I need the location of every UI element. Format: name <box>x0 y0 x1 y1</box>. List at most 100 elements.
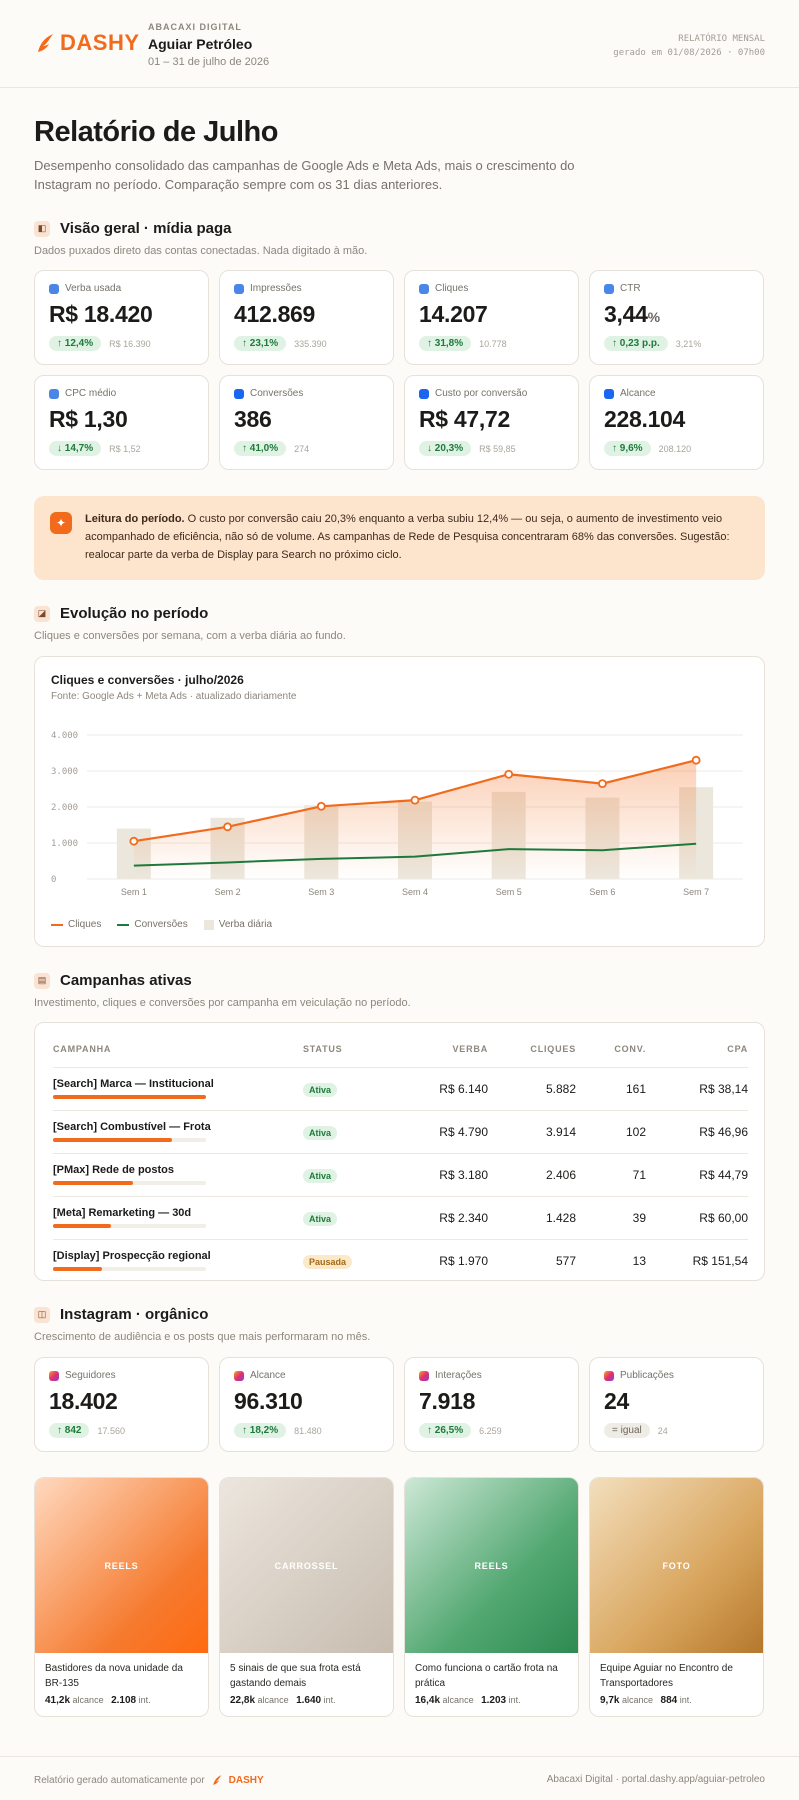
kpi-delta-badge: = igual <box>604 1423 650 1438</box>
kpi-label: Impressões <box>250 283 302 294</box>
kpi-value: R$ 47,72 <box>419 406 510 432</box>
kpi-previous: R$ 1,52 <box>109 443 141 454</box>
generated-at: gerado em 01/08/2026 · 07h00 <box>613 48 765 58</box>
kpi-value: 7.918 <box>419 1388 476 1414</box>
clicks-point <box>691 755 701 765</box>
campaign-name[interactable]: [PMax] Rede de postos <box>53 1164 175 1176</box>
chart-legend: Cliques Conversões Verba diária <box>51 919 272 930</box>
clicks-point <box>598 779 607 788</box>
y-tick-label: 4.000 <box>51 731 78 741</box>
post-caption: Como funciona o cartão frota na prática <box>415 1663 558 1689</box>
table-row[interactable]: [Display] Prospecção regional Pausada R$… <box>53 1238 748 1282</box>
footer-portal-link[interactable]: Abacaxi Digital · portal.dashy.app/aguia… <box>546 1774 765 1785</box>
kpi-label: Seguidores <box>65 1370 116 1381</box>
budget-share-bar <box>53 1095 206 1099</box>
clicks-point <box>316 801 326 811</box>
kpi-delta-badge: ↑ 9,6% <box>604 441 651 456</box>
legend-conversions[interactable]: Conversões <box>117 919 188 930</box>
instagram-kpi-card: Publicações 24 = igual 24 <box>589 1357 764 1452</box>
y-tick-label: 0 <box>51 875 56 885</box>
instagram-kpi-card: Seguidores 18.402 ↑ 842 17.560 <box>34 1357 209 1452</box>
top-post-card[interactable]: REELS Bastidores da nova unidade da BR-1… <box>34 1477 209 1717</box>
kpi-card: CTR 3,44% ↑ 0,23 p.p. 3,21% <box>589 270 764 365</box>
table-row[interactable]: [Meta] Remarketing — 30d Ativa R$ 2.340 … <box>53 1195 748 1239</box>
kpi-label: Interações <box>435 1370 482 1381</box>
x-tick-label: Sem 4 <box>402 887 428 897</box>
metric-color-icon <box>604 283 614 294</box>
page-title: Relatório de Julho <box>34 116 278 148</box>
instagram-section-header: ◫ Instagram · orgânico Crescimento de au… <box>34 1306 370 1343</box>
kpi-delta-badge: ↑ 26,5% <box>419 1423 472 1438</box>
legend-budget[interactable]: Verba diária <box>203 919 272 930</box>
post-thumbnail[interactable]: REELS <box>405 1478 578 1653</box>
kpi-value: R$ 1,30 <box>49 406 128 432</box>
agency-name: ABACAXI DIGITAL <box>148 22 242 32</box>
instagram-icon: ◫ <box>34 1306 50 1323</box>
kpi-previous: 17.560 <box>97 1425 125 1436</box>
top-post-card[interactable]: FOTO Equipe Aguiar no Encontro de Transp… <box>589 1477 764 1717</box>
flame-icon <box>212 1775 222 1785</box>
col-conv[interactable]: CONV. <box>614 1043 646 1054</box>
y-tick-label: 2.000 <box>51 803 78 813</box>
kpi-delta-badge: ↓ 20,3% <box>419 441 472 456</box>
post-thumbnail[interactable]: CARROSSEL <box>220 1478 393 1653</box>
campaign-name[interactable]: [Meta] Remarketing — 30d <box>53 1207 192 1219</box>
col-cpa[interactable]: CPA <box>727 1043 748 1054</box>
legend-clicks[interactable]: Cliques <box>51 919 101 930</box>
campaign-cpa: R$ 60,00 <box>646 1195 748 1239</box>
footer-brand[interactable]: DASHY <box>228 1774 264 1786</box>
report-header: DASHY ABACAXI DIGITAL Aguiar Petróleo 01… <box>0 0 799 88</box>
metric-color-icon <box>234 283 244 294</box>
kpi-previous: 6.259 <box>479 1425 502 1436</box>
kpi-card: Custo por conversão R$ 47,72 ↓ 20,3% R$ 5… <box>404 375 579 470</box>
campaign-conversions: 13 <box>576 1238 646 1282</box>
top-post-card[interactable]: REELS Como funciona o cartão frota na pr… <box>404 1477 579 1717</box>
table-row[interactable]: [Search] Marca — Institucional Ativa R$ … <box>53 1066 748 1110</box>
clicks-point <box>504 769 514 779</box>
kpi-delta-badge: ↑ 31,8% <box>419 336 472 351</box>
campaign-name[interactable]: [Search] Marca — Institucional <box>53 1078 214 1090</box>
col-budget[interactable]: VERBA <box>452 1043 488 1054</box>
post-thumbnail[interactable]: REELS <box>35 1478 208 1653</box>
campaign-cpa: R$ 46,96 <box>646 1109 748 1153</box>
top-post-card[interactable]: CARROSSEL 5 sinais de que sua frota está… <box>219 1477 394 1717</box>
kpi-previous: R$ 59,85 <box>479 443 516 454</box>
report-period: 01 – 31 de julho de 2026 <box>148 56 270 68</box>
kpi-label: Verba usada <box>65 283 122 294</box>
kpi-label: Conversões <box>250 388 304 399</box>
instagram-icon <box>604 1370 614 1381</box>
post-thumbnail[interactable]: FOTO <box>590 1478 763 1653</box>
section-subtitle: Investimento, cliques e conversões por c… <box>34 997 411 1009</box>
kpi-label: Alcance <box>620 388 656 399</box>
section-subtitle: Crescimento de audiência e os posts que … <box>34 1331 371 1343</box>
evolution-chart-card: Cliques e conversões · julho/2026 Fonte:… <box>34 656 765 947</box>
kpi-card: CPC médio R$ 1,30 ↓ 14,7% R$ 1,52 <box>34 375 209 470</box>
table-row[interactable]: [Search] Combustível — Frota Ativa R$ 4.… <box>53 1109 748 1153</box>
instagram-icon <box>49 1370 59 1381</box>
brand-logo[interactable]: DASHY <box>34 30 140 56</box>
x-tick-label: Sem 5 <box>496 887 522 897</box>
col-status[interactable]: STATUS <box>303 1043 343 1054</box>
clicks-conversions-chart: 0 1.000 2.000 3.000 4.000 Sem 1 Sem 2 Sem 3 Sem … <box>51 731 743 897</box>
table-row[interactable]: [PMax] Rede de postos Ativa R$ 3.180 2.4… <box>53 1152 748 1196</box>
kpi-card: Conversões 386 ↑ 41,0% 274 <box>219 375 394 470</box>
kpi-delta-badge: ↓ 14,7% <box>49 441 102 456</box>
post-type: FOTO <box>662 1560 691 1571</box>
campaign-name[interactable]: [Display] Prospecção regional <box>53 1250 211 1263</box>
kpi-label: Publicações <box>620 1370 674 1381</box>
col-campaign[interactable]: CAMPANHA <box>53 1043 112 1054</box>
instagram-icon <box>419 1370 429 1381</box>
section-title: Campanhas ativas <box>60 972 192 989</box>
kpi-previous: R$ 16.390 <box>109 338 151 349</box>
col-clicks[interactable]: CLIQUES <box>530 1043 576 1054</box>
kpi-card: Impressões 412.869 ↑ 23,1% 335.390 <box>219 270 394 365</box>
budget-share-bar <box>53 1267 206 1272</box>
x-tick-label: Sem 2 <box>215 887 241 897</box>
kpi-previous: 274 <box>294 443 310 454</box>
section-subtitle: Cliques e conversões por semana, com a v… <box>34 630 346 642</box>
campaign-name[interactable]: [Search] Combustível — Frota <box>53 1121 211 1133</box>
y-tick-label: 3.000 <box>51 767 78 777</box>
post-type: REELS <box>474 1560 509 1571</box>
kpi-label: Custo por conversão <box>435 388 528 399</box>
status-badge: Pausada <box>303 1254 353 1269</box>
